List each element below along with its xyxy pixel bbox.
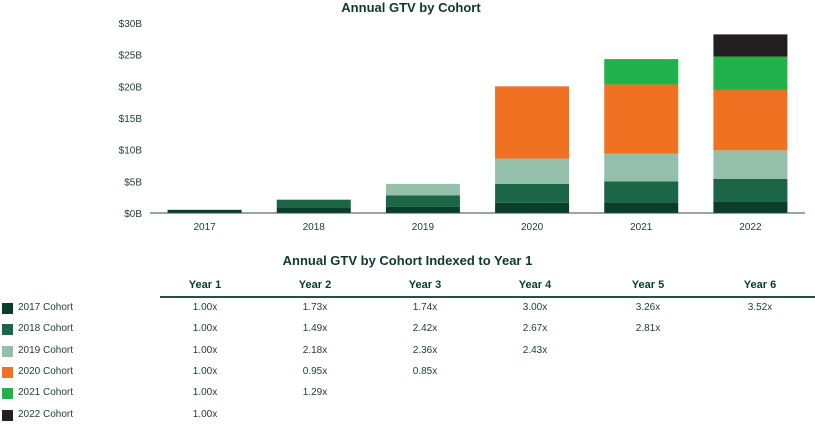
y-tick-label: $5B [124, 177, 142, 188]
chart-title: Annual GTV by Cohort [341, 0, 481, 15]
index-cell: 2.42x [412, 323, 438, 335]
index-cell: 1.74x [412, 302, 438, 313]
x-tick-label: 2021 [630, 222, 653, 233]
bar-segment [276, 199, 351, 208]
table-row: 2021 Cohort 1.00x 1.29x [0, 385, 815, 405]
index-cell: 1.29x [302, 387, 328, 399]
bar-segment [604, 153, 679, 182]
index-cell: 1.00x [192, 323, 218, 335]
bar-segment [385, 183, 460, 196]
bar-segment [713, 34, 788, 57]
column-header: Year 1 [188, 279, 222, 291]
index-cell: 1.00x [192, 302, 218, 313]
table-row: 2019 Cohort 1.00x 2.18x 2.36x 2.43x [0, 343, 815, 363]
table-header-rule [160, 296, 815, 298]
index-cell: 0.85x [412, 365, 438, 377]
y-tick-label: $25B [119, 51, 143, 62]
index-cell: 1.00x [192, 387, 218, 399]
cohort-swatch [2, 388, 13, 400]
index-cell: 1.73x [302, 302, 328, 313]
cohort-label: 2019 Cohort [18, 344, 74, 356]
bar-segment [713, 56, 788, 90]
index-cell: 3.00x [522, 302, 548, 313]
bar-segment [276, 207, 351, 213]
y-tick-label: $0B [124, 209, 142, 220]
bar-segment [385, 206, 460, 213]
table-row: 2017 Cohort 1.00x 1.73x 1.74x 3.00x 3.26x 3.52… [0, 300, 815, 320]
table-row: 2018 Cohort 1.00x 1.49x 2.42x 2.67x 2.81x [0, 321, 815, 341]
bar-segment [167, 209, 242, 213]
bar-segment [713, 150, 788, 179]
cohort-label: 2022 Cohort [18, 408, 74, 420]
index-cell: 3.26x [635, 302, 661, 313]
cohort-label: 2018 Cohort [18, 323, 74, 335]
y-tick-label: $15B [119, 114, 143, 125]
index-cell: 2.36x [412, 344, 438, 356]
cohort-swatch [2, 345, 13, 357]
index-cell: 2.81x [635, 323, 661, 335]
x-tick-label: 2019 [412, 222, 435, 233]
annual-gtv-chart: Annual GTV by Cohort $0B $5B $10B $15B $20B $… [119, 0, 805, 233]
cohort-swatch [2, 409, 13, 421]
y-tick-label: $10B [119, 146, 143, 157]
bar-segment [604, 84, 679, 154]
cohort-label: 2021 Cohort [18, 387, 74, 399]
x-tick-label: 2017 [193, 222, 216, 233]
column-header: Year 6 [743, 279, 777, 291]
index-cell: 2.18x [302, 344, 328, 356]
cohort-label: 2017 Cohort [18, 302, 74, 313]
table-row: 2020 Cohort 1.00x 0.95x 0.85x [0, 364, 815, 384]
bar-segment [713, 201, 788, 213]
column-header: Year 4 [518, 279, 552, 291]
cohort-swatch [2, 303, 13, 314]
bar-segment [604, 181, 679, 203]
index-cell: 1.00x [192, 408, 218, 420]
x-tick-label: 2022 [739, 222, 762, 233]
y-tick-label: $30B [119, 19, 143, 30]
table-title: Annual GTV by Cohort Indexed to Year 1 [282, 253, 533, 268]
table-row: 2022 Cohort 1.00x [0, 407, 815, 427]
column-header: Year 2 [298, 279, 332, 291]
bar-segment [713, 89, 788, 151]
cohort-swatch [2, 324, 13, 336]
column-header: Year 5 [631, 279, 665, 291]
bar-segment [604, 202, 679, 213]
bar-segment [495, 86, 570, 159]
bar-segment [495, 202, 570, 213]
column-header: Year 3 [408, 279, 442, 291]
bar-segment [495, 158, 570, 184]
bar-segment [713, 178, 788, 202]
x-tick-label: 2018 [303, 222, 326, 233]
bar-segment [495, 183, 570, 203]
index-cell: 2.43x [522, 344, 548, 356]
x-tick-label: 2020 [521, 222, 544, 233]
bar-segment [604, 59, 679, 85]
index-cell: 1.49x [302, 323, 328, 335]
table-header-row: Year 1 Year 2 Year 3 Year 4 Year 5 Year 6 [0, 279, 815, 297]
index-cell: 2.67x [522, 323, 548, 335]
index-cell: 1.00x [192, 365, 218, 377]
index-cell: 1.00x [192, 344, 218, 356]
index-cell: 0.95x [302, 365, 328, 377]
y-tick-label: $20B [119, 82, 143, 93]
index-cell: 3.52x [747, 302, 773, 313]
cohort-label: 2020 Cohort [18, 365, 74, 377]
cohort-swatch [2, 366, 13, 378]
bar-segment [385, 195, 460, 207]
